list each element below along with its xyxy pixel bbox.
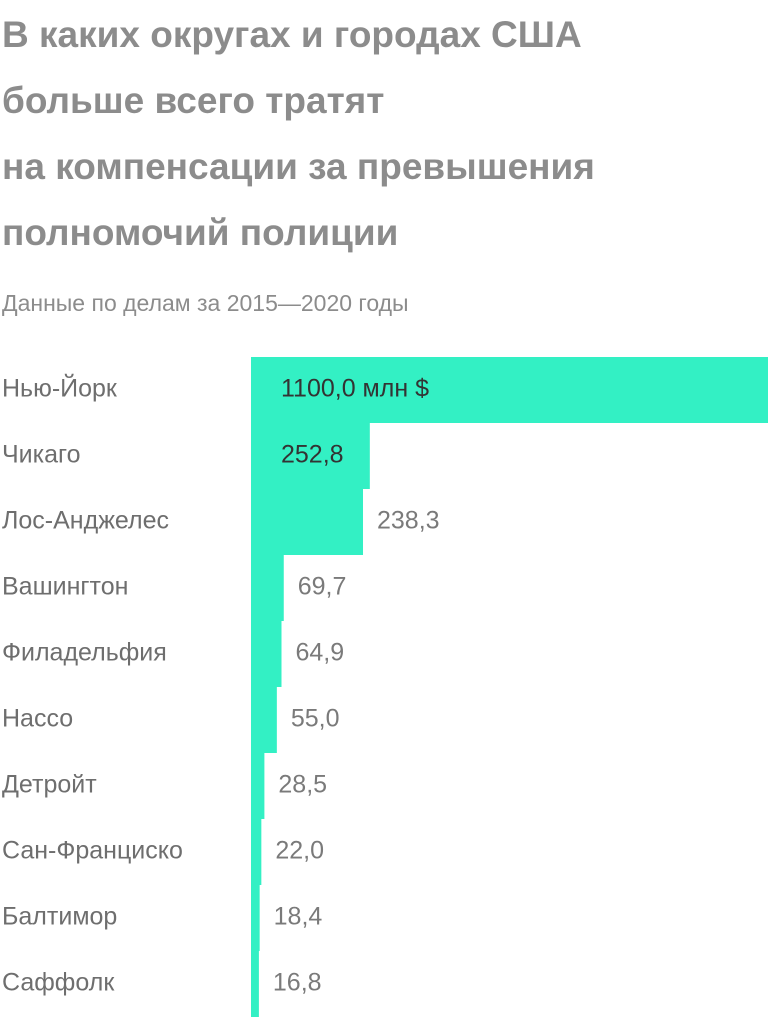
- category-label: Филадельфия: [2, 639, 167, 667]
- value-label: 55,0: [291, 705, 340, 733]
- value-label: 69,7: [298, 573, 347, 601]
- bar: [251, 753, 265, 819]
- value-label: 1100,0 млн $: [281, 375, 429, 403]
- chart-title: на компенсации за превышения: [2, 146, 595, 187]
- value-label: 252,8: [281, 441, 344, 469]
- value-label: 16,8: [273, 969, 322, 997]
- category-label: Балтимор: [2, 903, 117, 931]
- value-label: 238,3: [377, 507, 440, 535]
- category-label: Лос-Анджелес: [2, 507, 169, 535]
- category-label: Вашингтон: [2, 573, 128, 601]
- bar: [251, 357, 768, 423]
- category-label: Нью-Йорк: [2, 373, 118, 403]
- value-label: 28,5: [278, 771, 327, 799]
- category-label: Чикаго: [2, 441, 81, 469]
- bar: [251, 555, 284, 621]
- bar: [251, 819, 262, 885]
- category-label: Нассо: [2, 705, 73, 733]
- chart-title: В каких округах и городах США: [2, 14, 582, 55]
- value-label: 18,4: [274, 903, 323, 931]
- chart-subtitle: Данные по делам за 2015—2020 годы: [2, 290, 409, 316]
- chart-title: полномочий полиции: [2, 212, 398, 253]
- category-label: Саффолк: [2, 969, 115, 997]
- bar: [251, 489, 364, 555]
- category-label: Детройт: [2, 771, 97, 799]
- category-label: Сан-Франциско: [2, 837, 183, 865]
- value-label: 22,0: [275, 837, 324, 865]
- bar: [251, 687, 277, 753]
- bar: [251, 621, 282, 687]
- value-label: 64,9: [296, 639, 345, 667]
- bar: [251, 951, 259, 1017]
- bar: [251, 885, 260, 951]
- chart-title: больше всего тратят: [2, 80, 384, 121]
- bar: [251, 423, 370, 489]
